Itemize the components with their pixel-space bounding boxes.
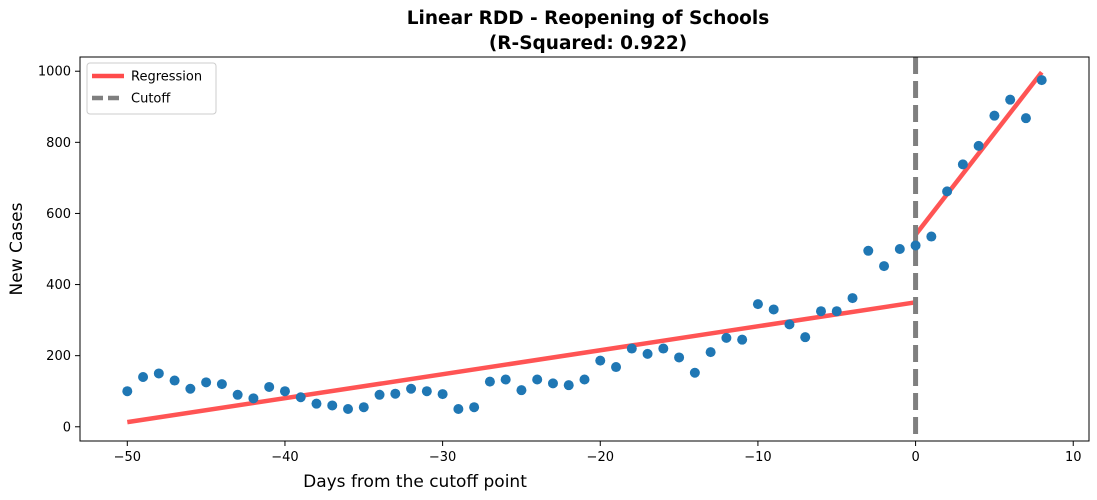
- data-point: [595, 355, 606, 366]
- data-point: [500, 374, 511, 385]
- data-point: [831, 306, 842, 317]
- data-point: [1020, 113, 1031, 124]
- data-point: [216, 379, 227, 390]
- data-point: [406, 383, 417, 394]
- data-point: [532, 374, 543, 385]
- data-point: [1036, 75, 1047, 86]
- data-point: [674, 352, 685, 363]
- data-point: [721, 332, 732, 343]
- data-point: [547, 378, 558, 389]
- y-axis-ticks: 0 200 400 600 800 1000: [38, 65, 80, 435]
- legend-regression-label: Regression: [131, 70, 202, 85]
- data-point: [768, 304, 779, 315]
- data-point: [453, 404, 464, 414]
- regression-layer: [126, 70, 1044, 425]
- data-point: [374, 389, 385, 400]
- data-point: [516, 385, 527, 396]
- data-point: [563, 380, 574, 391]
- data-point: [894, 244, 905, 254]
- plot-area: [122, 57, 1047, 441]
- y-axis-label: New Cases: [7, 202, 27, 295]
- regression-line-1: [126, 300, 916, 425]
- data-point: [343, 404, 354, 414]
- x-tick-label: −30: [429, 450, 456, 465]
- data-point: [642, 348, 653, 359]
- x-tick-label: −20: [587, 450, 614, 465]
- data-point: [264, 381, 275, 392]
- data-point: [138, 372, 149, 382]
- data-point: [579, 374, 590, 385]
- data-point: [989, 110, 1000, 121]
- legend: Regression Cutoff: [86, 62, 217, 115]
- regression-line-2: [913, 70, 1044, 237]
- data-point: [311, 398, 322, 409]
- data-point: [232, 389, 243, 400]
- x-tick-label: 0: [911, 450, 919, 465]
- data-point: [122, 386, 133, 397]
- data-point: [437, 389, 448, 400]
- data-point: [879, 261, 890, 272]
- data-point: [800, 332, 811, 343]
- x-tick-label: −40: [271, 450, 298, 465]
- data-point: [942, 186, 953, 197]
- y-tick-label: 400: [46, 278, 71, 293]
- chart-title-line1: Linear RDD - Reopening of Schools: [407, 8, 770, 29]
- data-point: [390, 388, 401, 399]
- data-point: [926, 231, 937, 242]
- data-point: [484, 376, 495, 387]
- data-point: [248, 393, 259, 404]
- y-tick-label: 0: [63, 420, 71, 435]
- data-point: [957, 159, 968, 170]
- data-point: [327, 400, 338, 411]
- data-point: [611, 362, 622, 373]
- data-point: [469, 402, 480, 413]
- plot-frame: [79, 56, 1090, 442]
- legend-cutoff-label: Cutoff: [131, 92, 171, 107]
- data-point: [201, 377, 212, 388]
- x-axis-ticks: −50 −40 −30 −20 −10 0 10: [114, 441, 1082, 465]
- data-point: [705, 347, 716, 358]
- data-point: [689, 367, 700, 378]
- chart-title-line2: (R-Squared: 0.922): [489, 33, 687, 54]
- x-axis-label: Days from the cutoff point: [303, 472, 527, 492]
- x-tick-label: −10: [744, 450, 771, 465]
- x-tick-label: −50: [114, 450, 141, 465]
- y-tick-label: 200: [46, 349, 71, 364]
- data-point: [153, 368, 164, 379]
- data-point: [910, 240, 921, 251]
- data-point: [279, 386, 290, 397]
- data-point: [752, 299, 763, 310]
- data-point: [815, 306, 826, 317]
- data-point: [169, 375, 180, 386]
- data-point: [658, 343, 669, 354]
- x-tick-label: 10: [1065, 450, 1082, 465]
- y-tick-label: 1000: [38, 65, 71, 80]
- data-point: [737, 334, 748, 345]
- data-point: [358, 402, 369, 413]
- data-point: [863, 245, 874, 256]
- data-point: [784, 319, 795, 330]
- data-point: [847, 293, 858, 304]
- data-point: [295, 392, 306, 403]
- data-point: [421, 386, 432, 397]
- data-point: [626, 343, 637, 354]
- data-point: [185, 383, 196, 394]
- y-tick-label: 800: [46, 136, 71, 151]
- data-point: [1005, 94, 1016, 105]
- data-point: [973, 140, 984, 151]
- points-layer: [122, 75, 1047, 414]
- y-tick-label: 600: [46, 207, 71, 222]
